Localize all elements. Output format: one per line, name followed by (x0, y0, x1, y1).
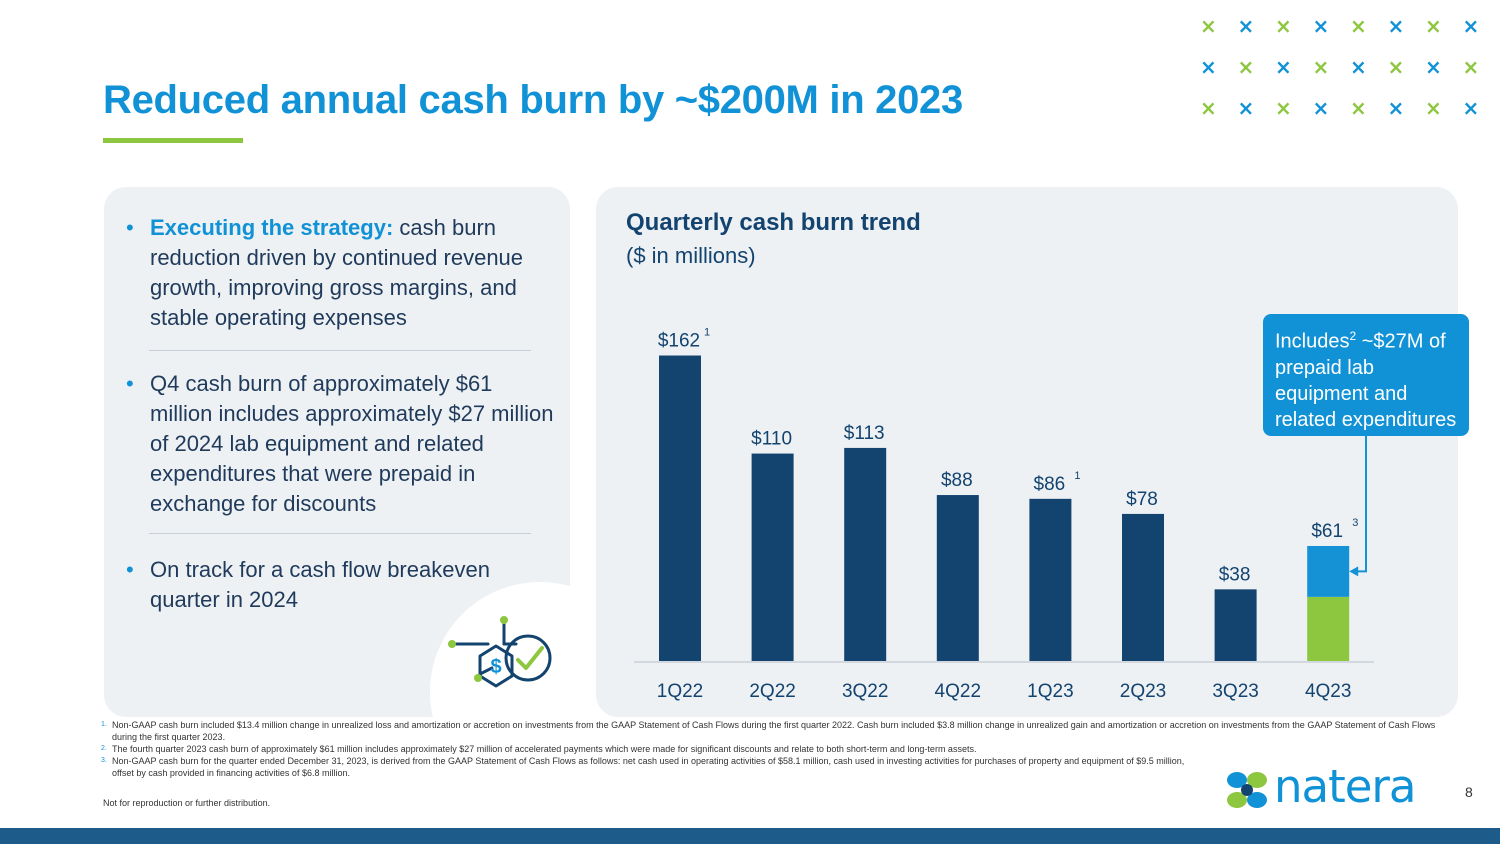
callout-footnote: 2 (1349, 329, 1357, 343)
data-label-1Q23: $86 (1034, 474, 1066, 495)
x-mark: × (1275, 96, 1292, 120)
x-mark: × (1312, 55, 1330, 79)
disclaimer: Not for reproduction or further distribu… (103, 798, 271, 808)
footer-bar (0, 828, 1500, 844)
natera-logo-mark (1227, 772, 1267, 808)
bullet-executing-strategy: • Executing the strategy: cash burn redu… (126, 213, 560, 333)
x-mark: × (1237, 14, 1255, 38)
bullet-text: Q4 cash burn of approximately $61 millio… (150, 371, 554, 516)
x-tick-label-1Q22: 1Q22 (657, 681, 703, 702)
footnote-2: 2. The fourth quarter 2023 cash burn of … (101, 743, 1461, 755)
dollar-check-icon: $ (448, 616, 552, 688)
bullet-highlight: Executing the strategy: (150, 215, 394, 240)
bullet-breakeven: • On track for a cash flow breakeven qua… (126, 555, 560, 615)
footnotes: 1. Non-GAAP cash burn included $13.4 mil… (101, 719, 1461, 779)
bar-3Q22 (844, 447, 887, 661)
title-underline (103, 138, 243, 143)
x-mark: × (1312, 96, 1330, 120)
bullet-dot: • (126, 557, 134, 582)
divider (149, 350, 531, 351)
x-mark: × (1312, 14, 1330, 38)
callout-text: ~$27M of prepaid lab equipment and relat… (1275, 330, 1457, 431)
x-mark: × (1350, 14, 1367, 38)
x-mark: × (1200, 96, 1217, 120)
footnote-1: 1. Non-GAAP cash burn included $13.4 mil… (101, 719, 1461, 743)
bullet-text: On track for a cash flow breakeven quart… (150, 557, 490, 612)
data-label-1Q22: $162 (658, 331, 700, 352)
footnote-text: The fourth quarter 2023 cash burn of app… (112, 744, 977, 754)
data-label-3Q22: $113 (844, 423, 885, 444)
x-mark: × (1425, 14, 1442, 38)
x-tick-label-3Q23: 3Q23 (1212, 681, 1258, 702)
logo-wordmark: natera (1274, 760, 1417, 813)
bar-4Q22 (936, 495, 979, 661)
icon-circle: $ (430, 582, 570, 717)
svg-text:$: $ (490, 656, 501, 678)
bullet-q4-cash-burn: • Q4 cash burn of approximately $61 mill… (126, 369, 560, 519)
data-label-2Q22: $110 (751, 429, 792, 450)
summary-panel: • Executing the strategy: cash burn redu… (104, 187, 570, 717)
x-mark: × (1387, 14, 1405, 38)
bar-segment-base-4Q23 (1307, 596, 1350, 661)
prepaid-callout: Includes2 ~$27M of prepaid lab equipment… (1263, 314, 1469, 436)
divider (149, 533, 531, 534)
decorative-x-pattern: × × × × × × × × × × × × × × × × × × × × × × × × (1190, 14, 1490, 124)
page-title: Reduced annual cash burn by ~$200M in 20… (103, 78, 963, 122)
footnote-number: 2. (101, 745, 107, 752)
footnote-text: Non-GAAP cash burn included $13.4 millio… (112, 720, 1436, 742)
bar-2Q23 (1122, 513, 1164, 661)
data-label-3Q23: $38 (1219, 564, 1251, 585)
data-label-footnote: 3 (1352, 517, 1358, 529)
footnote-number: 1. (101, 721, 107, 728)
x-mark: × (1462, 55, 1480, 79)
x-mark: × (1387, 96, 1405, 120)
x-mark: × (1462, 96, 1480, 120)
x-mark: × (1350, 55, 1367, 79)
chart-panel: Quarterly cash burn trend ($ in millions… (596, 187, 1469, 717)
x-mark: × (1200, 14, 1217, 38)
x-mark: × (1200, 55, 1217, 79)
x-mark: × (1275, 14, 1292, 38)
footnote-3: 3. Non-GAAP cash burn for the quarter en… (101, 755, 1186, 779)
bar-chart: $162 1 1Q22 $110 2Q22 $113 3Q22 $88 4Q22 $86 1 1Q23… (634, 327, 1374, 702)
bar-segment-prepaid-4Q23 (1307, 545, 1350, 597)
x-tick-label-2Q22: 2Q22 (749, 681, 795, 702)
bullet-dot: • (126, 371, 134, 396)
x-tick-label-1Q23: 1Q23 (1027, 681, 1073, 702)
bar-2Q22 (751, 453, 794, 661)
data-label-footnote: 1 (1074, 470, 1080, 482)
x-tick-label-4Q23: 4Q23 (1305, 681, 1351, 702)
chart-title: Quarterly cash burn trend (626, 209, 921, 236)
data-label-footnote: 1 (704, 327, 710, 339)
chart-subtitle: ($ in millions) (626, 243, 756, 268)
x-mark: × (1462, 14, 1480, 38)
callout-prefix: Includes (1275, 330, 1350, 353)
bullet-dot: • (126, 215, 134, 240)
bullet-text: cash burn reduction driven by continued … (150, 215, 524, 330)
callout-connector (1355, 436, 1367, 573)
footnote-text: Non-GAAP cash burn for the quarter ended… (112, 756, 1185, 778)
x-mark: × (1237, 96, 1255, 120)
bar-1Q23 (1029, 498, 1072, 661)
x-tick-label-4Q22: 4Q22 (935, 681, 981, 702)
bar-1Q22 (659, 355, 701, 661)
callout-arrowhead-icon (1349, 566, 1359, 577)
natera-logo: natera (1224, 760, 1424, 813)
footnote-number: 3. (101, 757, 107, 764)
page-number: 8 (1465, 784, 1473, 800)
x-mark: × (1350, 96, 1367, 120)
data-label-4Q23: $61 (1311, 521, 1343, 542)
x-tick-label-2Q23: 2Q23 (1120, 681, 1166, 702)
x-mark: × (1425, 96, 1442, 120)
x-mark: × (1387, 55, 1405, 79)
bar-3Q23 (1214, 589, 1257, 661)
data-label-2Q23: $78 (1126, 489, 1158, 510)
x-mark: × (1425, 55, 1442, 79)
x-mark: × (1275, 55, 1292, 79)
x-tick-label-3Q22: 3Q22 (842, 681, 888, 702)
x-mark: × (1237, 55, 1255, 79)
data-label-4Q22: $88 (941, 470, 973, 491)
